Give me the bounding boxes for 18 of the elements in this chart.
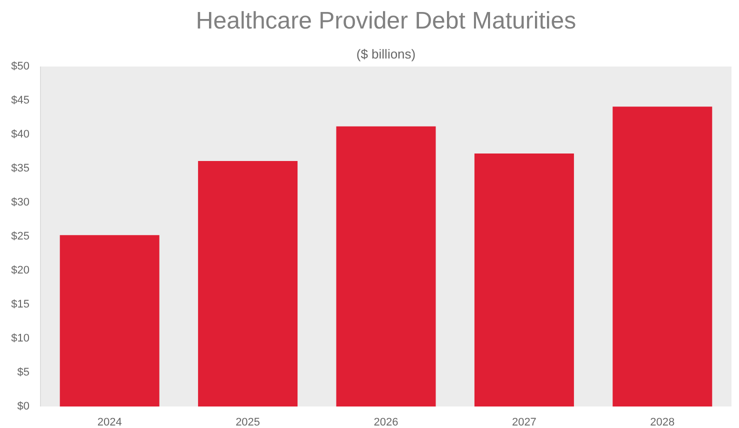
- x-tick-label: 2027: [512, 416, 536, 428]
- y-tick-label: $35: [11, 162, 30, 174]
- x-tick-label: 2028: [650, 416, 675, 428]
- y-tick-label: $30: [11, 196, 30, 208]
- y-tick-label: $25: [11, 230, 30, 242]
- y-tick-label: $40: [11, 128, 30, 140]
- y-tick-label: $45: [11, 94, 30, 106]
- y-tick-label: $50: [11, 60, 30, 72]
- x-tick-label: 2026: [374, 416, 398, 428]
- y-tick-label: $15: [11, 298, 30, 310]
- y-tick-label: $5: [17, 366, 30, 378]
- y-tick-label: $10: [11, 332, 30, 344]
- chart-subtitle: ($ billions): [356, 46, 416, 62]
- x-tick-label: 2025: [236, 416, 260, 428]
- x-tick-label: 2024: [97, 416, 122, 428]
- chart-title: Healthcare Provider Debt Maturities: [196, 8, 576, 34]
- y-tick-label: $0: [17, 400, 30, 412]
- y-tick-label: $20: [11, 264, 30, 276]
